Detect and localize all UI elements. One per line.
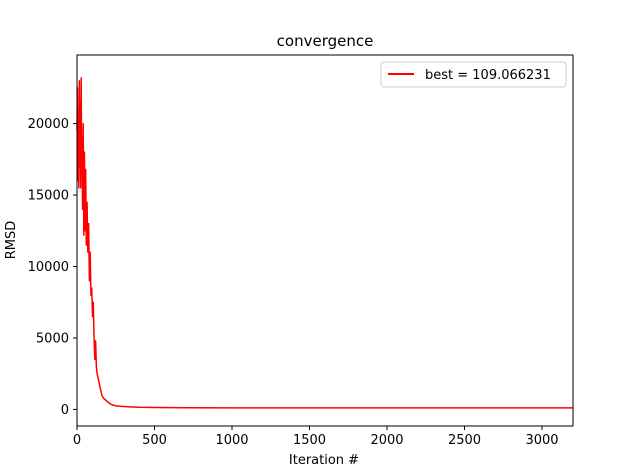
y-axis-label: RMSD <box>4 221 19 260</box>
y-axis: 0 5000 10000 15000 20000 <box>28 117 77 418</box>
x-tick-label: 500 <box>142 433 167 448</box>
y-tick-label: 5000 <box>36 331 69 346</box>
x-tick-label: 3000 <box>525 433 558 448</box>
series-layer <box>76 77 573 409</box>
y-tick-label: 20000 <box>28 117 69 132</box>
legend-box <box>380 61 567 88</box>
legend: best = 109.066231 <box>380 61 567 88</box>
x-tick-label: 0 <box>73 433 81 448</box>
y-tick-label: 10000 <box>28 260 69 275</box>
chart-title: convergence <box>277 32 374 50</box>
series-line-0 <box>76 77 573 409</box>
x-axis: 0 500 1000 1500 2000 2500 3000 <box>73 426 559 448</box>
x-tick-label: 2500 <box>448 433 481 448</box>
plot-area <box>76 54 574 427</box>
legend-label: best = 109.066231 <box>425 68 551 83</box>
x-axis-label: Iteration # <box>289 453 359 468</box>
y-tick-label: 0 <box>61 403 69 418</box>
x-tick-label: 2000 <box>370 433 403 448</box>
x-tick-label: 1000 <box>215 433 248 448</box>
x-tick-label: 1500 <box>293 433 326 448</box>
plot-border <box>76 54 574 427</box>
y-tick-label: 15000 <box>28 189 69 204</box>
